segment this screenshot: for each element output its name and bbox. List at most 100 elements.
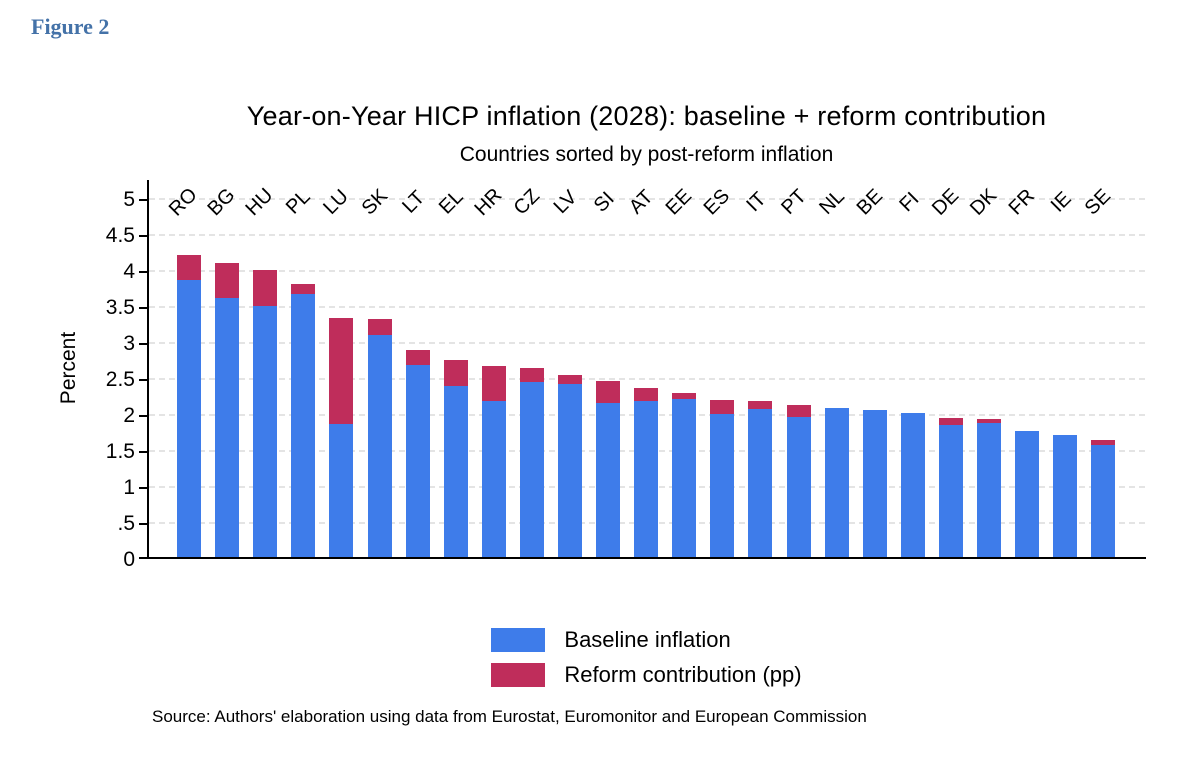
reform-segment-RO	[177, 255, 202, 280]
reform-segment-PL	[291, 284, 316, 294]
y-tick-label-4.5: 4.5	[105, 224, 135, 247]
x-tick-label-ES: ES	[699, 184, 735, 220]
y-tick-label-1: 1	[123, 476, 135, 499]
reform-segment-EL	[443, 360, 468, 386]
legend-entries: Baseline inflation Reform contribution (…	[491, 627, 802, 688]
bar-column-HU: HU	[242, 180, 284, 557]
reform-segment-PT	[786, 405, 811, 417]
reform-segment-SE	[1091, 440, 1116, 445]
bar-column-BE: BE	[852, 180, 894, 557]
y-tick-mark-2.5	[139, 379, 147, 381]
bar-column-EE: EE	[661, 180, 703, 557]
bar-column-CZ: CZ	[509, 180, 551, 557]
x-tick-label-BE: BE	[852, 184, 887, 220]
chart-subtitle: Countries sorted by post-reform inflatio…	[459, 143, 834, 166]
y-tick-label-0: 0	[123, 548, 135, 571]
y-tick-label-.5: .5	[117, 512, 135, 535]
bar-column-IE: IE	[1046, 180, 1084, 557]
gridline-3.5	[149, 306, 1145, 308]
figure-number-label: Figure 2	[31, 14, 110, 39]
bar-column-RO: RO	[165, 180, 208, 557]
gridline-3	[149, 342, 1145, 344]
baseline-segment-LT	[405, 365, 430, 557]
y-tick-mark-1	[139, 487, 147, 489]
bar-column-FR: FR	[1004, 180, 1046, 557]
gridline-2.5	[149, 378, 1145, 380]
x-tick-label-RO: RO	[164, 183, 202, 221]
x-tick-label-BG: BG	[203, 184, 240, 221]
bar-column-NL: NL	[814, 180, 856, 557]
reform-segment-LT	[405, 350, 430, 365]
legend-label-reform: Reform contribution (pp)	[564, 662, 802, 687]
reform-segment-BG	[215, 263, 240, 298]
x-tick-label-PL: PL	[282, 185, 315, 219]
y-tick-label-4: 4	[123, 260, 135, 283]
bar-column-SI: SI	[589, 180, 627, 557]
bar-column-ES: ES	[699, 180, 741, 557]
y-tick-mark-0	[139, 557, 147, 559]
y-tick-label-1.5: 1.5	[105, 440, 135, 463]
bar-column-HR: HR	[470, 180, 513, 557]
baseline-segment-NL	[824, 408, 849, 557]
x-tick-label-IE: IE	[1046, 187, 1076, 217]
baseline-segment-FR	[1015, 431, 1040, 557]
baseline-segment-CZ	[519, 382, 544, 557]
bar-column-LU: LU	[320, 180, 360, 557]
x-tick-label-CZ: CZ	[509, 184, 544, 220]
reform-segment-IT	[748, 401, 773, 409]
bar-column-SE: SE	[1080, 180, 1122, 557]
x-tick-label-HR: HR	[470, 184, 507, 221]
reform-segment-EE	[672, 393, 697, 399]
bar-column-PT: PT	[776, 180, 818, 557]
y-tick-label-3.5: 3.5	[105, 296, 135, 319]
reform-segment-HU	[253, 270, 278, 306]
x-tick-label-PT: PT	[776, 185, 811, 219]
baseline-segment-SE	[1091, 445, 1116, 557]
baseline-segment-HR	[481, 401, 506, 557]
y-tick-label-3: 3	[123, 332, 135, 355]
legend-row-baseline: Baseline inflation	[491, 627, 801, 653]
x-tick-label-SE: SE	[1080, 184, 1116, 220]
x-tick-label-EE: EE	[661, 184, 697, 220]
baseline-segment-SI	[596, 403, 621, 557]
bar-column-IT: IT	[741, 180, 779, 557]
y-tick-label-2.5: 2.5	[105, 368, 135, 391]
x-tick-label-LV: LV	[549, 186, 582, 219]
bar-column-EL: EL	[435, 180, 475, 557]
baseline-segment-IT	[748, 409, 773, 557]
reform-segment-ES	[710, 400, 735, 414]
reform-color-swatch	[491, 663, 546, 687]
source-note: Source: Authors' elaboration using data …	[152, 707, 867, 726]
x-tick-label-FR: FR	[1004, 184, 1040, 220]
baseline-segment-DE	[938, 425, 963, 557]
x-tick-label-DK: DK	[966, 184, 1002, 220]
baseline-segment-FI	[900, 413, 925, 557]
chart-title: Year-on-Year HICP inflation (2028): base…	[246, 101, 1047, 131]
baseline-segment-SK	[367, 335, 392, 557]
x-tick-label-SI: SI	[589, 187, 619, 217]
reform-segment-DE	[938, 418, 963, 425]
bar-column-FI: FI	[894, 180, 932, 557]
x-tick-label-IT: IT	[742, 188, 771, 217]
y-tick-mark-4	[139, 271, 147, 273]
y-tick-mark-2	[139, 415, 147, 417]
y-tick-label-5: 5	[123, 188, 135, 211]
x-tick-label-NL: NL	[814, 185, 849, 219]
baseline-segment-PT	[786, 417, 811, 557]
bar-column-BG: BG	[204, 180, 246, 557]
baseline-segment-PL	[291, 294, 316, 557]
x-tick-label-HU: HU	[241, 184, 278, 221]
y-tick-label-2: 2	[123, 404, 135, 427]
bar-column-LT: LT	[398, 180, 437, 557]
bar-column-DK: DK	[966, 180, 1008, 557]
x-tick-label-AT: AT	[625, 185, 658, 219]
baseline-segment-ES	[710, 414, 735, 557]
gridline-4	[149, 270, 1145, 272]
gridline-4.5	[149, 234, 1145, 236]
y-tick-mark-3.5	[139, 307, 147, 309]
legend: Baseline inflation Reform contribution (…	[147, 627, 1146, 688]
reform-segment-AT	[634, 388, 659, 401]
bar-column-LV: LV	[549, 180, 589, 557]
bar-column-DE: DE	[928, 180, 970, 557]
